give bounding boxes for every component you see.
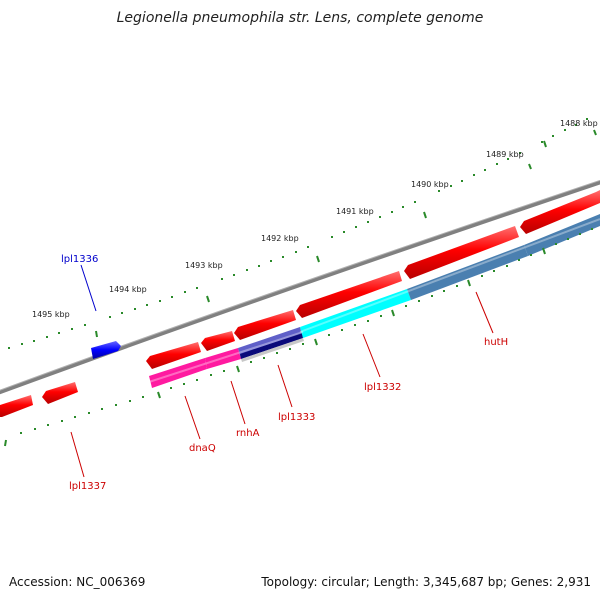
gene-dnaQ-feature[interactable] bbox=[146, 342, 201, 369]
gene-lpl1336-feature[interactable] bbox=[91, 341, 121, 359]
gene-lpl1333-feature[interactable] bbox=[234, 310, 296, 340]
gene-label-hutH[interactable]: hutH bbox=[484, 337, 508, 348]
gene-label-lpl1337[interactable]: lpl1337 bbox=[69, 481, 106, 492]
gene-label-lpl1333[interactable]: lpl1333 bbox=[278, 412, 315, 423]
tick-label-1489: 1489 kbp bbox=[486, 150, 524, 159]
tick-label-1494: 1494 kbp bbox=[109, 285, 147, 294]
gene-hutH-feature[interactable] bbox=[404, 226, 519, 279]
genome-backbone bbox=[0, 180, 600, 395]
reverse-strand-cds bbox=[0, 190, 600, 417]
tick-label-1488: 1488 kbp bbox=[560, 119, 598, 128]
gene-cds-2[interactable] bbox=[42, 382, 78, 404]
gene-lpl1337-feature[interactable] bbox=[0, 395, 33, 417]
tick-label-1493: 1493 kbp bbox=[185, 261, 223, 270]
inner-major-ticks bbox=[4, 247, 546, 447]
gene-rnhA-feature[interactable] bbox=[201, 331, 235, 351]
label-leaders bbox=[70, 264, 494, 478]
tick-label-1490: 1490 kbp bbox=[411, 180, 449, 189]
tick-label-1495: 1495 kbp bbox=[32, 310, 70, 319]
tick-label-1492: 1492 kbp bbox=[261, 234, 299, 243]
inner-minor-ticks bbox=[20, 228, 593, 434]
inner-tick-ring bbox=[4, 228, 593, 447]
outer-minor-ticks bbox=[8, 118, 588, 349]
map-title: Legionella pneumophila str. Lens, comple… bbox=[117, 10, 484, 26]
topology-text: Topology: circular; Length: 3,345,687 bp… bbox=[260, 575, 591, 589]
gene-cds-8[interactable] bbox=[520, 190, 600, 234]
outer-tick-ring bbox=[8, 118, 597, 349]
tick-label-1491: 1491 kbp bbox=[336, 207, 374, 216]
outer-major-ticks bbox=[95, 129, 597, 338]
gene-label-lpl1332[interactable]: lpl1332 bbox=[364, 382, 401, 393]
gene-lpl1332-feature[interactable] bbox=[296, 271, 402, 318]
gene-label-lpl1336[interactable]: lpl1336 bbox=[61, 254, 98, 265]
gene-label-rnhA[interactable]: rnhA bbox=[236, 428, 260, 439]
cog-band bbox=[148, 214, 600, 388]
gene-label-dnaQ[interactable]: dnaQ bbox=[189, 443, 216, 454]
accession-text: Accession: NC_006369 bbox=[9, 575, 145, 589]
